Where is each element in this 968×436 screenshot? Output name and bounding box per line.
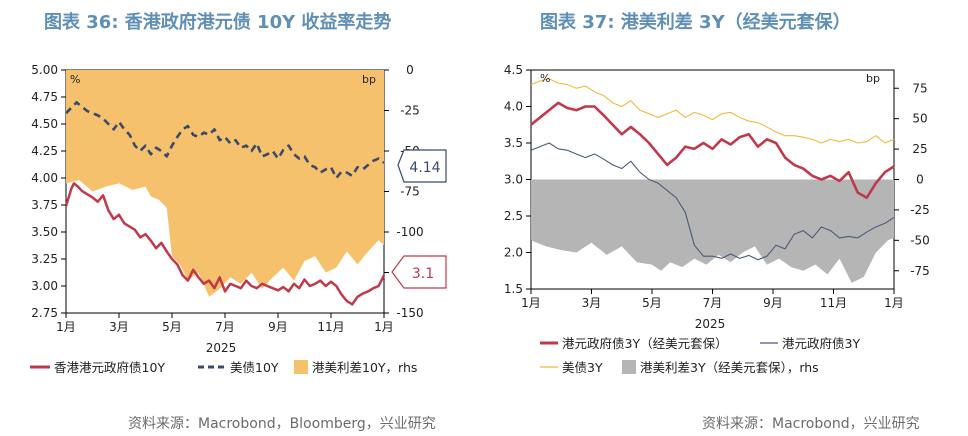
left-spread-area	[66, 70, 384, 297]
legend-hk10y-label: 香港港元政府债10Y	[54, 360, 165, 375]
right-spread-area	[531, 179, 894, 283]
y-tick-label: 3.75	[31, 198, 58, 212]
y-tick-label: 4.50	[31, 117, 58, 131]
x-tick-label: 9月	[268, 320, 288, 334]
y-tick-label: 2.0	[504, 246, 523, 260]
right-chart-title: 图表 37: 港美利差 3Y（经美元套保）	[540, 12, 851, 33]
right-legend: 港元政府债3Y（经美元套保） 港元政府债3Y 美债3Y 港美利差3Y（经美元套保…	[540, 336, 860, 375]
x-tick-label: 7月	[215, 320, 235, 334]
y2-tick-label: 0	[406, 63, 414, 77]
line-red_thick	[530, 101, 895, 200]
y-tick-label: 4.00	[31, 171, 58, 185]
y-tick-label: 5.00	[31, 63, 58, 77]
x-tick-label: 5月	[162, 320, 182, 334]
y-tick-label: 3.25	[31, 252, 58, 266]
line-gold_thin	[530, 78, 895, 144]
right-series-lines	[530, 78, 895, 261]
left-source-note: 资料来源：Macrobond，Bloomberg，兴业研究	[128, 416, 436, 432]
y2-tick-label: -100	[396, 225, 423, 239]
y-tick-label: 3.0	[504, 173, 523, 187]
left-unit-pct: %	[70, 73, 80, 86]
left-legend: 香港港元政府债10Y 美债10Y 港美利差10Y，rhs	[30, 360, 417, 375]
right-chart: 4.5 4.0 3.5 3.0 2.5 2.0 1.5 75 50 25 0 -25 -50 -75 1…	[504, 63, 930, 375]
y2-tick-label: 25	[912, 142, 927, 156]
left-series-lines	[64, 101, 386, 306]
y2-tick-label: -25	[400, 104, 420, 118]
x-tick-label: 7月	[703, 296, 723, 310]
right-x-axis: 1月 3月 5月 7月 9月 11月 1月	[521, 289, 904, 310]
y-tick-label: 4.5	[504, 63, 523, 77]
left-y-axis: 5.00 4.75 4.50 4.25 4.00 3.75 3.50 3.25 3.00 2.75	[31, 63, 66, 320]
y-tick-label: 4.0	[504, 100, 523, 114]
legend-hk3y-label: 港元政府债3Y	[782, 336, 860, 351]
y-tick-label: 3.00	[31, 279, 58, 293]
y2-tick-label: -50	[910, 233, 930, 247]
area-orange_area	[66, 70, 384, 297]
line-navy_thin	[530, 142, 895, 261]
legend-spread10y-label: 港美利差10Y，rhs	[312, 360, 417, 375]
legend-spread3y-swatch	[622, 360, 636, 374]
left-x-year: 2025	[206, 341, 237, 355]
legend-spread3y-label: 港美利差3Y（经美元套保），rhs	[640, 360, 819, 375]
y-tick-label: 2.5	[504, 209, 523, 223]
x-tick-label: 11月	[820, 296, 847, 310]
y2-tick-label: 0	[916, 173, 924, 187]
right-y2-axis: 75 50 25 0 -25 -50 -75	[894, 81, 930, 278]
x-tick-label: 1月	[521, 296, 541, 310]
right-source-note: 资料来源：Macrobond，兴业研究	[702, 416, 920, 432]
right-unit-pct: %	[540, 72, 550, 85]
right-x-year: 2025	[695, 317, 726, 331]
y2-tick-label: -75	[910, 264, 930, 278]
callout-us10y: 4.14	[397, 149, 447, 183]
y-tick-label: 1.5	[504, 282, 523, 296]
area-gray_area	[531, 179, 894, 283]
callout-hk10y: 3.1	[391, 255, 447, 289]
right-y-axis: 4.5 4.0 3.5 3.0 2.5 2.0 1.5	[504, 63, 531, 296]
x-tick-label: 1月	[884, 296, 904, 310]
legend-hk3y-hedged-label: 港元政府债3Y（经美元套保）	[562, 336, 728, 351]
x-tick-label: 1月	[374, 320, 394, 334]
legend-spread10y-swatch	[294, 360, 308, 374]
y-tick-label: 2.75	[31, 306, 58, 320]
callout-us10y-value: 4.14	[409, 160, 440, 176]
legend-us3y-label: 美债3Y	[562, 360, 603, 375]
x-tick-label: 9月	[763, 296, 783, 310]
line-red	[64, 182, 386, 306]
left-chart-title: 图表 36: 香港政府港元债 10Y 收益率走势	[44, 12, 392, 33]
y2-tick-label: -75	[400, 185, 420, 199]
y2-tick-label: 75	[912, 81, 927, 95]
x-tick-label: 11月	[317, 320, 344, 334]
left-x-axis: 1月 3月 5月 7月 9月 11月 1月	[56, 313, 394, 334]
y-tick-label: 4.25	[31, 144, 58, 158]
left-chart: 5.00 4.75 4.50 4.25 4.00 3.75 3.50 3.25 3.00 2.75…	[30, 63, 447, 375]
y2-tick-label: -25	[910, 203, 930, 217]
x-tick-label: 5月	[642, 296, 662, 310]
left-unit-bp: bp	[362, 73, 376, 86]
y-tick-label: 4.75	[31, 90, 58, 104]
x-tick-label: 3月	[109, 320, 129, 334]
x-tick-label: 3月	[582, 296, 602, 310]
callout-hk10y-value: 3.1	[412, 266, 434, 282]
y2-tick-label: -150	[396, 306, 423, 320]
legend-us10y-label: 美债10Y	[230, 360, 279, 375]
y-tick-label: 3.50	[31, 225, 58, 239]
y-tick-label: 3.5	[504, 136, 523, 150]
x-tick-label: 1月	[56, 320, 76, 334]
right-unit-bp: bp	[866, 72, 880, 85]
y2-tick-label: 50	[912, 112, 927, 126]
